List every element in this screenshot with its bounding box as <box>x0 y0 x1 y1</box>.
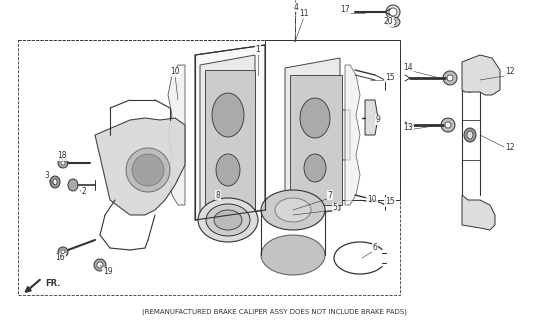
Ellipse shape <box>467 131 473 139</box>
Ellipse shape <box>300 98 330 138</box>
Polygon shape <box>365 100 378 135</box>
Ellipse shape <box>53 179 57 185</box>
Text: FR.: FR. <box>45 278 60 287</box>
Text: 20: 20 <box>383 18 393 27</box>
Bar <box>265 40 400 200</box>
Text: 10: 10 <box>367 196 377 204</box>
Text: 14: 14 <box>403 63 413 73</box>
Text: 13: 13 <box>403 124 413 132</box>
Ellipse shape <box>390 19 396 25</box>
Text: 10: 10 <box>170 68 180 76</box>
Text: 8: 8 <box>216 190 220 199</box>
Bar <box>205 70 255 210</box>
Text: (REMANUFACTURED BRAKE CALIPER ASSY DOES NOT INCLUDE BRAKE PADS): (REMANUFACTURED BRAKE CALIPER ASSY DOES … <box>142 309 406 315</box>
Ellipse shape <box>261 190 325 230</box>
Text: 18: 18 <box>57 151 67 161</box>
Ellipse shape <box>304 154 326 182</box>
Ellipse shape <box>58 247 68 257</box>
Ellipse shape <box>214 210 242 230</box>
Text: 3: 3 <box>44 171 49 180</box>
Ellipse shape <box>443 71 457 85</box>
Text: 6: 6 <box>373 244 378 252</box>
Ellipse shape <box>386 5 400 19</box>
Polygon shape <box>95 118 185 215</box>
Text: 7: 7 <box>328 190 333 199</box>
Ellipse shape <box>464 78 476 92</box>
Polygon shape <box>195 45 265 220</box>
Text: 12: 12 <box>505 68 515 76</box>
Ellipse shape <box>50 176 60 188</box>
Polygon shape <box>462 55 500 95</box>
Ellipse shape <box>61 161 65 165</box>
Polygon shape <box>462 195 495 230</box>
Text: 19: 19 <box>103 268 113 276</box>
Text: 15: 15 <box>385 197 395 206</box>
Ellipse shape <box>58 158 68 168</box>
Bar <box>290 75 342 205</box>
Text: 11: 11 <box>299 10 309 19</box>
Ellipse shape <box>216 154 240 186</box>
Text: 12: 12 <box>505 143 515 153</box>
Ellipse shape <box>61 250 65 254</box>
Bar <box>18 40 400 295</box>
Ellipse shape <box>275 198 311 222</box>
Text: 9: 9 <box>376 116 380 124</box>
Ellipse shape <box>447 75 453 81</box>
Text: 15: 15 <box>385 73 395 82</box>
Ellipse shape <box>68 179 78 191</box>
Ellipse shape <box>386 17 400 27</box>
Ellipse shape <box>261 235 325 275</box>
Ellipse shape <box>464 128 476 142</box>
Text: 17: 17 <box>340 5 350 14</box>
Polygon shape <box>345 65 360 205</box>
Text: 16: 16 <box>55 253 65 262</box>
Ellipse shape <box>94 259 106 271</box>
Text: 5: 5 <box>333 204 338 212</box>
Ellipse shape <box>441 118 455 132</box>
Ellipse shape <box>97 262 103 268</box>
Polygon shape <box>285 58 350 218</box>
Polygon shape <box>200 55 255 220</box>
Text: 2: 2 <box>82 188 86 196</box>
Polygon shape <box>168 65 185 205</box>
Ellipse shape <box>467 81 473 89</box>
Ellipse shape <box>198 198 258 242</box>
Ellipse shape <box>206 204 250 236</box>
Text: 1: 1 <box>256 45 260 54</box>
Ellipse shape <box>212 93 244 137</box>
Text: 4: 4 <box>294 3 299 12</box>
Ellipse shape <box>389 8 397 16</box>
Ellipse shape <box>132 154 164 186</box>
Ellipse shape <box>126 148 170 192</box>
Ellipse shape <box>445 122 451 128</box>
